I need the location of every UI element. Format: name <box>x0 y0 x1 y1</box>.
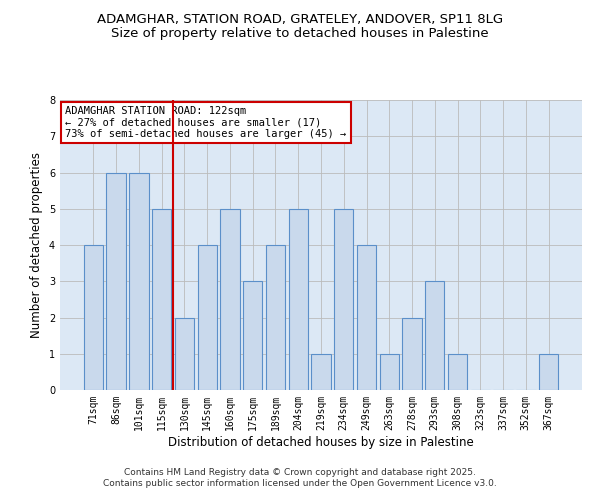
X-axis label: Distribution of detached houses by size in Palestine: Distribution of detached houses by size … <box>168 436 474 448</box>
Bar <box>403 318 422 390</box>
Bar <box>380 354 399 390</box>
Bar <box>334 209 353 390</box>
Bar <box>448 354 467 390</box>
Bar <box>289 209 308 390</box>
Bar <box>425 281 445 390</box>
Bar <box>106 172 126 390</box>
Text: Size of property relative to detached houses in Palestine: Size of property relative to detached ho… <box>111 28 489 40</box>
Bar <box>84 245 103 390</box>
Bar <box>243 281 262 390</box>
Bar <box>266 245 285 390</box>
Y-axis label: Number of detached properties: Number of detached properties <box>31 152 43 338</box>
Text: ADAMGHAR, STATION ROAD, GRATELEY, ANDOVER, SP11 8LG: ADAMGHAR, STATION ROAD, GRATELEY, ANDOVE… <box>97 12 503 26</box>
Bar <box>175 318 194 390</box>
Bar <box>129 172 149 390</box>
Bar <box>220 209 239 390</box>
Bar <box>197 245 217 390</box>
Bar <box>539 354 558 390</box>
Text: Contains HM Land Registry data © Crown copyright and database right 2025.
Contai: Contains HM Land Registry data © Crown c… <box>103 468 497 487</box>
Bar <box>152 209 172 390</box>
Bar <box>357 245 376 390</box>
Bar <box>311 354 331 390</box>
Text: ADAMGHAR STATION ROAD: 122sqm
← 27% of detached houses are smaller (17)
73% of s: ADAMGHAR STATION ROAD: 122sqm ← 27% of d… <box>65 106 346 139</box>
